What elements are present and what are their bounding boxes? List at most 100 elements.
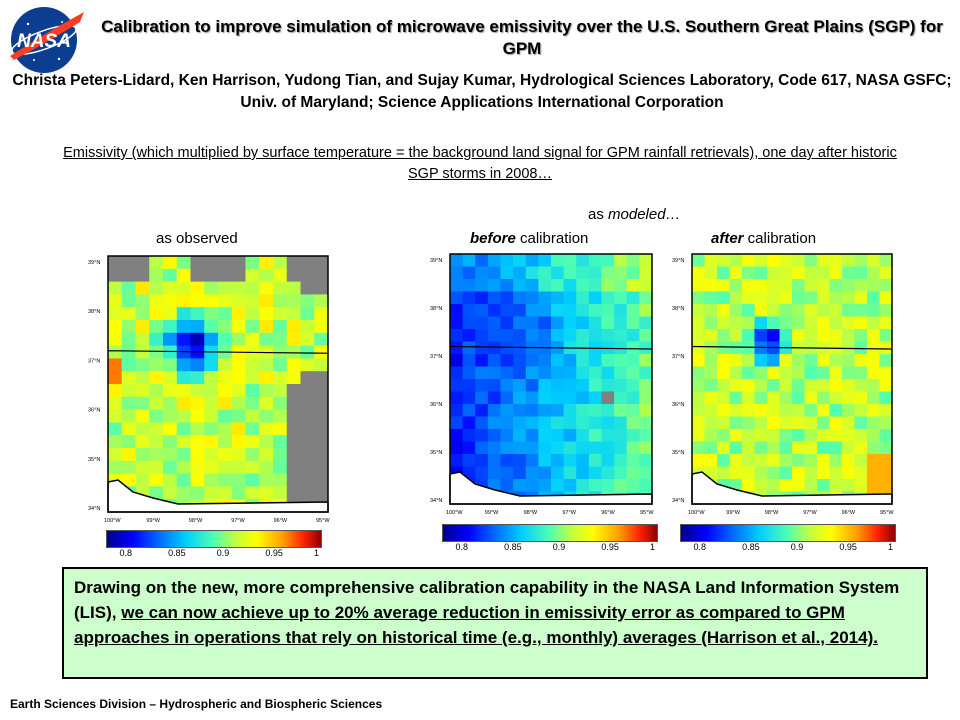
emissivity-cell — [854, 291, 868, 305]
emissivity-cell — [614, 441, 628, 455]
emissivity-cell — [121, 256, 136, 270]
emissivity-cell — [121, 435, 136, 449]
lon-tick-label: 95°W — [316, 518, 330, 524]
emissivity-cell — [500, 441, 514, 455]
emissivity-cell — [614, 404, 628, 417]
emissivity-cell — [614, 416, 628, 430]
emissivity-cell — [462, 429, 476, 442]
emissivity-cell — [867, 416, 880, 430]
emissivity-cell — [551, 254, 565, 267]
emissivity-cell — [500, 379, 514, 392]
emissivity-cell — [176, 396, 191, 411]
map-frame — [691, 253, 893, 505]
emissivity-cell — [487, 404, 501, 417]
subtitle: Emissivity (which multiplied by surface … — [63, 145, 897, 182]
emissivity-cell — [190, 384, 205, 398]
emissivity-cell — [779, 266, 793, 280]
emissivity-cell — [525, 279, 539, 292]
emissivity-cell — [614, 466, 628, 480]
emissivity-cell — [513, 266, 527, 280]
emissivity-cell — [487, 266, 501, 280]
emissivity-cell — [729, 429, 743, 442]
emissivity-cell — [551, 416, 565, 430]
emissivity-cell — [867, 466, 880, 480]
emissivity-cell — [286, 307, 301, 321]
emissivity-cell — [300, 358, 315, 372]
emissivity-cell — [576, 404, 590, 417]
emissivity-cell — [817, 304, 830, 317]
emissivity-cell — [576, 391, 590, 405]
emissivity-cell — [462, 454, 476, 467]
emissivity-cell — [218, 460, 233, 475]
emissivity-cell — [273, 435, 288, 449]
emissivity-cell — [273, 460, 288, 475]
emissivity-cell — [854, 266, 868, 280]
emissivity-cell — [190, 358, 205, 372]
emissivity-cell — [190, 256, 205, 270]
emissivity-cell — [551, 404, 565, 417]
emissivity-cell — [500, 366, 514, 380]
emissivity-cell — [754, 354, 768, 367]
emissivity-cell — [767, 466, 780, 480]
emissivity-cell — [767, 354, 780, 367]
emissivity-cell — [717, 291, 730, 305]
emissivity-cell — [108, 294, 123, 308]
emissivity-cell — [842, 304, 855, 317]
emissivity-cell — [163, 435, 178, 449]
lat-tick-label: 39°N — [430, 258, 442, 264]
emissivity-cell — [588, 404, 602, 417]
emissivity-cell — [462, 379, 476, 392]
emissivity-cell — [754, 391, 768, 405]
emissivity-cell — [108, 435, 123, 449]
emissivity-cell — [286, 486, 301, 500]
emissivity-cell — [149, 435, 164, 449]
emissivity-cell — [231, 473, 246, 487]
emissivity-cell — [204, 268, 219, 283]
emissivity-cell — [576, 441, 590, 455]
emissivity-cell — [742, 354, 755, 367]
emissivity-cell — [513, 329, 527, 342]
emissivity-cell — [245, 396, 260, 411]
emissivity-cell — [259, 294, 274, 308]
emissivity-cell — [588, 354, 602, 367]
emissivity-cell — [692, 441, 705, 455]
emissivity-cell — [149, 294, 164, 308]
emissivity-cell — [300, 422, 315, 436]
emissivity-cell — [245, 422, 260, 436]
emissivity-cell — [286, 384, 301, 398]
emissivity-cell — [704, 266, 718, 280]
emissivity-cell — [149, 332, 164, 347]
map-as-observed: 39°N 38°N 37°N 36°N 35°N 34°N 100°W 99°W 98°W 97°… — [86, 250, 336, 528]
emissivity-cell — [108, 409, 123, 423]
colorbar-ticks: 0.8 0.85 0.9 0.95 1 — [678, 542, 900, 554]
lat-tick-label: 38°N — [672, 306, 684, 312]
emissivity-cell — [176, 332, 191, 347]
emissivity-cell — [314, 384, 329, 398]
emissivity-cell — [513, 454, 527, 467]
emissivity-cell — [842, 441, 855, 455]
emissivity-cell — [551, 266, 565, 280]
emissivity-cell — [525, 266, 539, 280]
emissivity-cell — [563, 291, 577, 305]
emissivity-cell — [867, 454, 880, 467]
emissivity-cell — [842, 254, 855, 267]
emissivity-cell — [817, 454, 830, 467]
emissivity-cell — [742, 466, 755, 480]
emissivity-cell — [588, 429, 602, 442]
emissivity-map-svg: 39°N 38°N 37°N 36°N 35°N 34°N 100°W 99°W 98°W 97°… — [88, 255, 330, 524]
summary-plain: Drawing on the new, more comprehensive c… — [74, 578, 900, 622]
emissivity-cell — [817, 254, 830, 267]
emissivity-cell — [286, 435, 301, 449]
lon-tick-label: 96°W — [842, 510, 856, 516]
lat-tick-label: 35°N — [430, 450, 442, 456]
authors: Christa Peters-Lidard, Ken Harrison, Yud… — [12, 72, 952, 111]
emissivity-cell — [754, 416, 768, 430]
emissivity-cell — [767, 429, 780, 442]
emissivity-cell — [538, 479, 552, 492]
emissivity-cell — [854, 466, 868, 480]
emissivity-cell — [804, 429, 818, 442]
emissivity-cell — [792, 466, 805, 480]
emissivity-cell — [601, 254, 615, 267]
emissivity-cell — [692, 316, 705, 330]
emissivity-cell — [314, 268, 329, 283]
